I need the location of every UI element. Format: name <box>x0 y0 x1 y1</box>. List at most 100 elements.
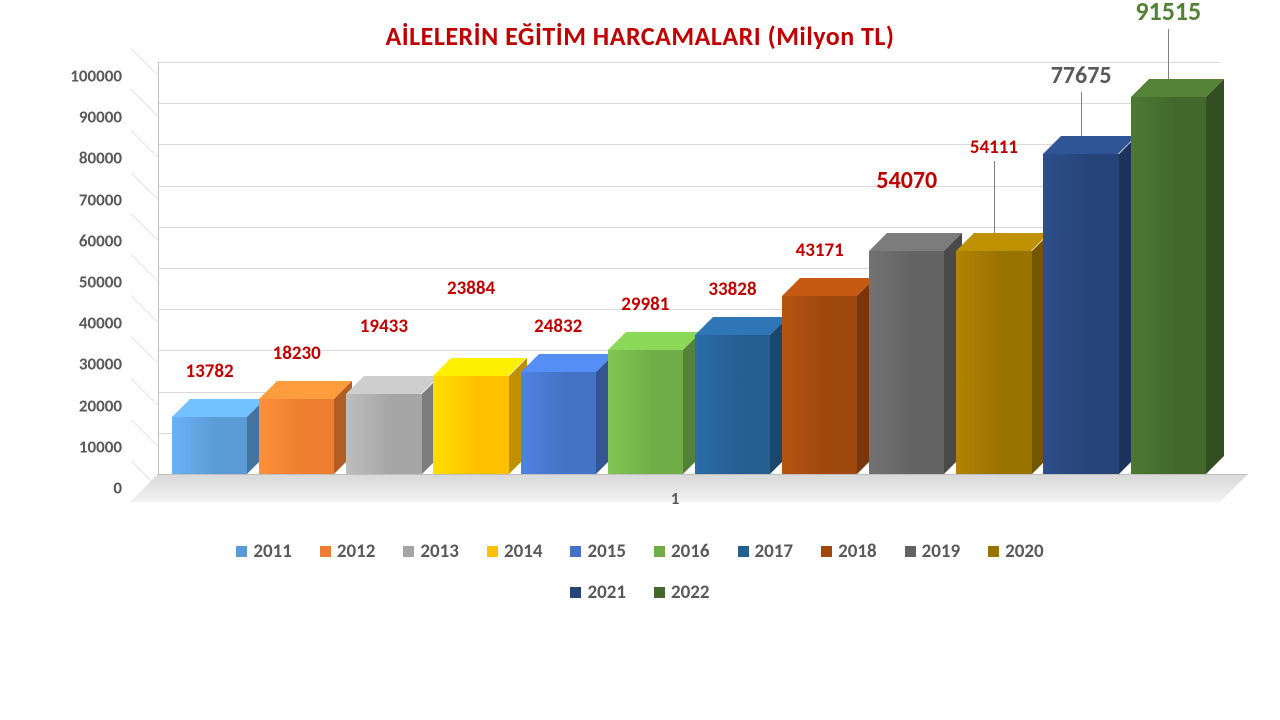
legend-item-2019: 2019 <box>905 540 961 563</box>
y-tick-label: 70000 <box>50 189 130 210</box>
bar: 33828 <box>695 335 770 474</box>
bar: 29981 <box>608 350 683 474</box>
bar-2019: 54070 <box>869 62 944 474</box>
y-tick-label: 40000 <box>50 313 130 334</box>
legend-label: 2012 <box>337 540 376 563</box>
leader-line <box>1168 29 1169 79</box>
bar-2014: 23884 <box>433 62 508 474</box>
data-label: 19433 <box>360 315 408 338</box>
legend-item-2018: 2018 <box>821 540 877 563</box>
legend-swatch <box>487 546 498 557</box>
data-label: 13782 <box>185 360 233 383</box>
legend-item-2012: 2012 <box>320 540 376 563</box>
y-tick-label: 90000 <box>50 107 130 128</box>
data-label: 33828 <box>708 278 756 301</box>
bar: 23884 <box>433 376 508 474</box>
data-label: 29981 <box>621 293 669 316</box>
legend-swatch <box>988 546 999 557</box>
legend-swatch <box>654 546 665 557</box>
legend-label: 2019 <box>922 540 961 563</box>
bar-2011: 13782 <box>172 62 247 474</box>
bar-front <box>1131 97 1206 474</box>
legend-item-2015: 2015 <box>570 540 626 563</box>
legend-swatch <box>570 587 581 598</box>
legend-swatch <box>905 546 916 557</box>
bar: 24832 <box>521 372 596 474</box>
data-label: 54070 <box>876 166 937 195</box>
bar: 91515 <box>1131 97 1206 474</box>
legend-item-2014: 2014 <box>487 540 543 563</box>
bar-2012: 18230 <box>259 62 334 474</box>
legend-item-2021: 2021 <box>570 581 626 604</box>
legend-swatch <box>821 546 832 557</box>
bar-2015: 24832 <box>521 62 596 474</box>
y-tick-label: 100000 <box>50 66 130 87</box>
data-label: 23884 <box>447 277 495 300</box>
bar-front <box>956 251 1031 474</box>
data-label: 77675 <box>1051 61 1112 90</box>
leader-line <box>994 161 995 233</box>
bar-front <box>782 296 857 474</box>
y-tick-label: 0 <box>50 478 130 499</box>
bar: 19433 <box>346 394 421 474</box>
legend-label: 2014 <box>504 540 543 563</box>
legend-swatch <box>236 546 247 557</box>
legend-item-2016: 2016 <box>654 540 710 563</box>
legend-label: 2016 <box>671 540 710 563</box>
legend-label: 2022 <box>671 581 710 604</box>
legend-label: 2020 <box>1005 540 1044 563</box>
y-tick-label: 80000 <box>50 148 130 169</box>
data-label: 91515 <box>1135 0 1201 27</box>
legend-item-2017: 2017 <box>738 540 794 563</box>
legend-label: 2021 <box>587 581 626 604</box>
chart-title: AİLELERİN EĞİTİM HARCAMALARI (Milyon TL) <box>40 20 1240 52</box>
bar: 13782 <box>172 417 247 474</box>
bar-2013: 19433 <box>346 62 421 474</box>
legend-item-2013: 2013 <box>403 540 459 563</box>
bar: 43171 <box>782 296 857 474</box>
y-tick-label: 60000 <box>50 230 130 251</box>
legend-swatch <box>654 587 665 598</box>
bar: 54070 <box>869 251 944 474</box>
bar-2022: 91515 <box>1131 62 1206 474</box>
data-label: 43171 <box>796 239 844 262</box>
bar-front <box>172 417 247 474</box>
bar-front <box>1043 154 1118 474</box>
bar-2016: 29981 <box>608 62 683 474</box>
bar-front <box>433 376 508 474</box>
bar-front <box>869 251 944 474</box>
y-tick-label: 20000 <box>50 395 130 416</box>
legend-item-2011: 2011 <box>236 540 292 563</box>
y-tick-label: 30000 <box>50 354 130 375</box>
y-tick-label: 10000 <box>50 436 130 457</box>
legend-label: 2013 <box>420 540 459 563</box>
bar-front <box>259 399 334 474</box>
legend-item-2022: 2022 <box>654 581 710 604</box>
legend: 2011 2012 2013 2014 2015 2016 2017 2018 2019 2020… <box>40 540 1240 604</box>
bars-region: 1378218230194332388424832299813382843171… <box>158 62 1220 474</box>
bar-front <box>521 372 596 474</box>
legend-swatch <box>320 546 331 557</box>
data-label: 24832 <box>534 315 582 338</box>
legend-swatch <box>403 546 414 557</box>
chart-container: AİLELERİN EĞİTİM HARCAMALARI (Milyon TL)… <box>40 20 1240 700</box>
bar-front <box>695 335 770 474</box>
bar-2017: 33828 <box>695 62 770 474</box>
plot-area: 0100002000030000400005000060000700008000… <box>130 62 1220 502</box>
bar-2021: 77675 <box>1043 62 1118 474</box>
legend-label: 2015 <box>587 540 626 563</box>
legend-item-2020: 2020 <box>988 540 1044 563</box>
legend-label: 2011 <box>253 540 292 563</box>
legend-label: 2018 <box>838 540 877 563</box>
bar-front <box>608 350 683 474</box>
bar: 54111 <box>956 251 1031 474</box>
y-tick-label: 50000 <box>50 272 130 293</box>
data-label: 18230 <box>273 342 321 365</box>
bar-2018: 43171 <box>782 62 857 474</box>
bar-2020: 54111 <box>956 62 1031 474</box>
legend-label: 2017 <box>755 540 794 563</box>
bar-side <box>1206 79 1224 474</box>
legend-swatch <box>570 546 581 557</box>
bar: 77675 <box>1043 154 1118 474</box>
data-label: 54111 <box>970 136 1018 159</box>
